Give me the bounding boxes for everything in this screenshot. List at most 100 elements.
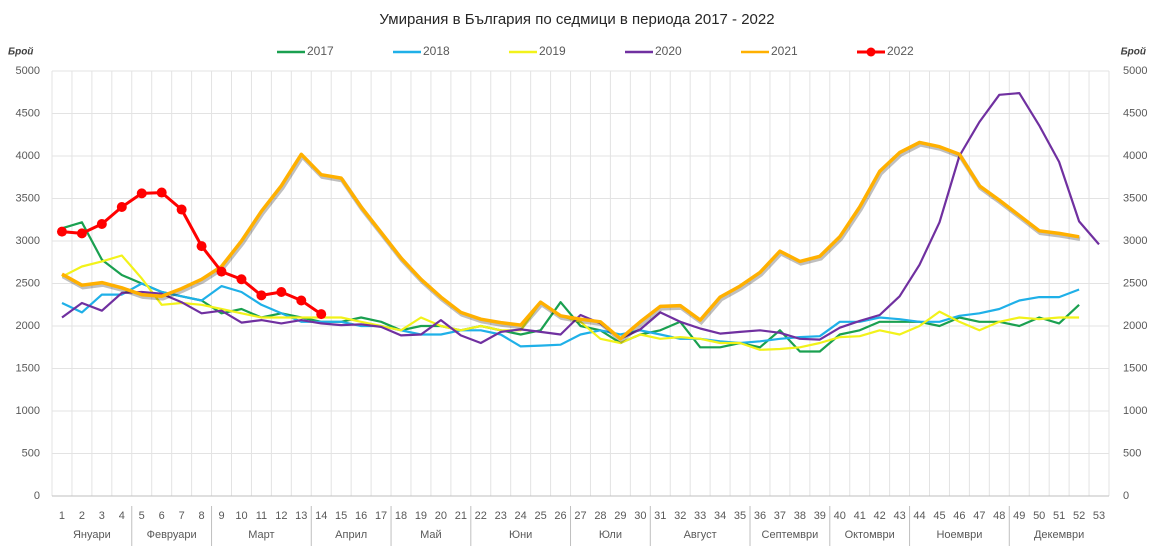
y-tick-label: 500: [22, 447, 40, 459]
month-label: Януари: [73, 529, 111, 541]
x-tick-label: 5: [139, 510, 145, 522]
x-tick-label: 53: [1093, 510, 1105, 522]
x-tick-label: 23: [495, 510, 507, 522]
y2-tick-label: 500: [1123, 447, 1141, 459]
point-marker: [116, 202, 127, 212]
y-tick-label: 2500: [16, 277, 40, 289]
y-tick-label: 5000: [16, 65, 40, 77]
series-line: [61, 282, 1080, 348]
x-tick-label: 16: [355, 510, 367, 522]
y2-tick-label: 0: [1123, 490, 1129, 502]
x-tick-label: 12: [275, 510, 287, 522]
legend-label: 2019: [539, 44, 566, 58]
x-tick-label: 34: [714, 510, 726, 522]
point-marker: [276, 287, 287, 297]
x-tick-label: 31: [654, 510, 666, 522]
y-tick-label: 4000: [16, 150, 40, 162]
y-tick-label: 2000: [16, 320, 40, 332]
y-axis-label: Брой: [8, 47, 33, 58]
month-label: Юни: [509, 529, 532, 541]
month-label: Февруари: [147, 529, 197, 541]
x-tick-label: 44: [913, 510, 925, 522]
y-tick-label: 1500: [16, 362, 40, 374]
chart-title: Умирания в България по седмици в периода…: [379, 11, 774, 28]
point-marker: [56, 226, 67, 237]
month-label: Август: [684, 529, 717, 541]
x-tick-label: 10: [235, 510, 247, 522]
x-tick-label: 35: [734, 510, 746, 522]
legend-label: 2017: [307, 44, 334, 58]
x-tick-label: 43: [893, 510, 905, 522]
x-tick-label: 47: [973, 510, 985, 522]
point-marker: [236, 274, 247, 285]
y-tick-label: 1000: [16, 405, 40, 417]
month-label: Декември: [1034, 529, 1084, 541]
series-line: [61, 140, 1080, 341]
point-marker: [176, 204, 187, 215]
month-label: Ноември: [936, 529, 982, 541]
x-tick-label: 22: [475, 510, 487, 522]
y2-tick-label: 4000: [1123, 150, 1147, 162]
y2-tick-label: 3500: [1123, 192, 1147, 204]
x-tick-label: 38: [794, 510, 806, 522]
x-tick-label: 27: [574, 510, 586, 522]
month-label: Октомври: [845, 529, 895, 541]
x-tick-label: 13: [295, 510, 307, 522]
x-tick-label: 17: [375, 510, 387, 522]
x-tick-label: 45: [933, 510, 945, 522]
x-tick-label: 41: [854, 510, 866, 522]
x-tick-label: 32: [674, 510, 686, 522]
month-label: Април: [335, 529, 367, 541]
x-tick-label: 29: [614, 510, 626, 522]
x-tick-label: 2: [79, 510, 85, 522]
y2-axis-label: Брой: [1121, 47, 1146, 58]
x-tick-label: 21: [455, 510, 467, 522]
x-tick-label: 15: [335, 510, 347, 522]
series-line: [61, 92, 1100, 345]
x-tick-label: 1: [59, 510, 65, 522]
x-tick-label: 52: [1073, 510, 1085, 522]
x-tick-label: 9: [218, 510, 224, 522]
x-tick-label: 8: [199, 510, 205, 522]
legend-label: 2021: [771, 44, 798, 58]
line-shadow: [61, 142, 1081, 344]
x-tick-label: 40: [834, 510, 846, 522]
point-marker: [256, 290, 267, 301]
x-tick-label: 37: [774, 510, 786, 522]
point-marker: [316, 309, 327, 320]
x-tick-label: 42: [874, 510, 886, 522]
x-tick-label: 14: [315, 510, 327, 522]
month-label: Септември: [762, 529, 819, 541]
point-marker: [216, 266, 227, 277]
x-tick-label: 51: [1053, 510, 1065, 522]
x-tick-label: 33: [694, 510, 706, 522]
x-tick-label: 25: [534, 510, 546, 522]
x-tick-label: 50: [1033, 510, 1045, 522]
legend-marker: [866, 47, 876, 57]
y2-tick-label: 2500: [1123, 277, 1147, 289]
month-label: Май: [420, 529, 442, 541]
y-tick-label: 3500: [16, 192, 40, 204]
y2-tick-label: 3000: [1123, 235, 1147, 247]
y2-tick-label: 1000: [1123, 405, 1147, 417]
x-tick-label: 11: [256, 510, 267, 522]
legend-label: 2022: [887, 44, 914, 58]
x-tick-label: 28: [594, 510, 606, 522]
x-tick-label: 24: [515, 510, 527, 522]
y2-tick-label: 2000: [1123, 320, 1147, 332]
x-tick-label: 6: [159, 510, 165, 522]
point-marker: [76, 228, 87, 239]
x-tick-label: 26: [554, 510, 566, 522]
y2-tick-label: 5000: [1123, 65, 1147, 77]
month-label: Юли: [599, 529, 622, 541]
x-tick-label: 36: [754, 510, 766, 522]
point-marker: [136, 188, 147, 199]
y-tick-label: 3000: [16, 235, 40, 247]
x-tick-label: 4: [119, 510, 125, 522]
x-tick-label: 46: [953, 510, 965, 522]
x-tick-label: 3: [99, 510, 105, 522]
x-tick-label: 49: [1013, 510, 1025, 522]
x-tick-label: 19: [415, 510, 427, 522]
point-marker: [196, 241, 207, 252]
